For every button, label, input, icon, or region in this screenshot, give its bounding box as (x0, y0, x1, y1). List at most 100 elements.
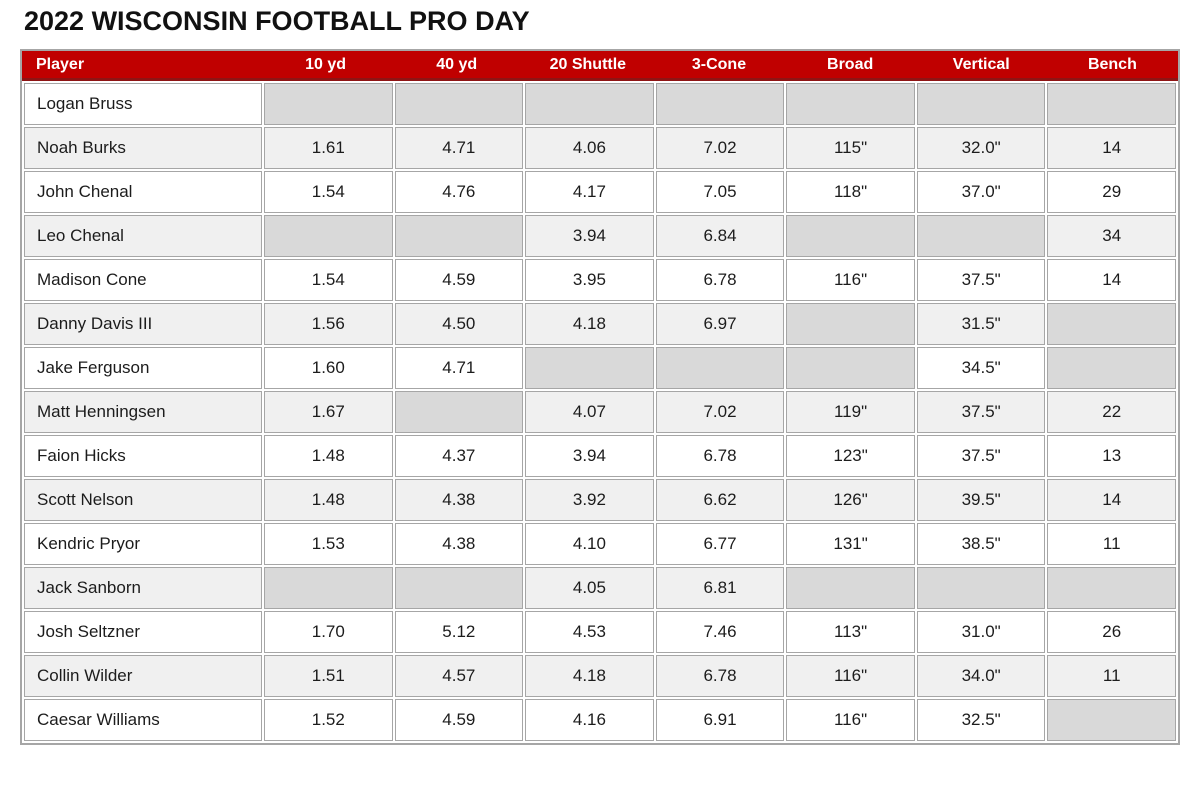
stat-cell-20-shuttle: 4.17 (525, 171, 654, 213)
stat-cell-broad: 126" (786, 479, 915, 521)
player-cell: Josh Seltzner (24, 611, 262, 653)
player-cell: Kendric Pryor (24, 523, 262, 565)
stat-cell-10-yd (264, 215, 393, 257)
player-cell: Leo Chenal (24, 215, 262, 257)
stat-cell-20-shuttle: 3.94 (525, 435, 654, 477)
stat-cell-10-yd: 1.52 (264, 699, 393, 741)
stat-cell-3-cone: 6.78 (655, 435, 785, 477)
stat-cell-40-yd: 4.76 (394, 171, 524, 213)
stat-cell-10-yd: 1.54 (264, 171, 393, 213)
stat-cell-3-cone (655, 347, 785, 389)
stat-cell-20-shuttle: 4.18 (525, 303, 654, 345)
stat-cell-10-yd: 1.51 (264, 655, 393, 697)
stat-cell-broad: 116" (786, 655, 915, 697)
stat-cell-3-cone: 6.78 (655, 655, 785, 697)
stat-cell-bench (1047, 303, 1176, 345)
stat-cell-bench: 14 (1047, 259, 1176, 301)
player-cell: John Chenal (24, 171, 262, 213)
stat-cell-10-yd: 1.67 (264, 391, 393, 433)
header-cell-bench: Bench (1087, 55, 1137, 73)
stat-cell-broad (786, 347, 915, 389)
stat-cell-20-shuttle (525, 347, 654, 389)
stat-cell-20-shuttle: 4.10 (525, 523, 654, 565)
stat-cell-vertical: 37.0" (916, 171, 1046, 213)
stat-cell-10-yd: 1.48 (264, 479, 393, 521)
player-cell: Jake Ferguson (24, 347, 262, 389)
stat-cell-bench: 11 (1047, 523, 1176, 565)
stat-cell-3-cone: 6.84 (655, 215, 785, 257)
player-cell: Danny Davis III (24, 303, 262, 345)
stat-cell-40-yd: 4.59 (394, 259, 524, 301)
stat-cell-bench: 11 (1047, 655, 1176, 697)
header-cell-player: Player (36, 55, 85, 73)
player-cell: Scott Nelson (24, 479, 262, 521)
stat-cell-bench: 29 (1047, 171, 1176, 213)
stat-cell-vertical: 32.0" (916, 127, 1046, 169)
stat-cell-10-yd: 1.56 (264, 303, 393, 345)
stat-cell-40-yd: 4.71 (394, 347, 524, 389)
header-cell-20-shuttle: 20 Shuttle (549, 55, 627, 73)
stat-cell-20-shuttle: 4.06 (525, 127, 654, 169)
stat-cell-40-yd (394, 215, 524, 257)
stat-cell-40-yd (394, 83, 524, 125)
stat-cell-20-shuttle: 4.07 (525, 391, 654, 433)
stat-cell-broad: 119" (786, 391, 915, 433)
page-title: 2022 WISCONSIN FOOTBALL PRO DAY (24, 6, 530, 36)
stat-cell-3-cone: 6.97 (655, 303, 785, 345)
stat-cell-3-cone: 6.78 (655, 259, 785, 301)
player-cell: Faion Hicks (24, 435, 262, 477)
header-cell-10-yd: 10 yd (305, 55, 347, 73)
stat-cell-3-cone: 7.02 (655, 127, 785, 169)
stat-cell-vertical (916, 215, 1046, 257)
stat-cell-20-shuttle: 3.94 (525, 215, 654, 257)
header-cell-40-yd: 40 yd (436, 55, 478, 73)
player-cell: Logan Bruss (24, 83, 262, 125)
stat-cell-40-yd: 4.37 (394, 435, 524, 477)
header-cell-3-cone: 3-Cone (691, 55, 747, 73)
header-cell-broad: Broad (827, 55, 874, 73)
player-cell: Matt Henningsen (24, 391, 262, 433)
player-cell: Madison Cone (24, 259, 262, 301)
stat-cell-broad: 118" (786, 171, 915, 213)
stat-cell-vertical: 38.5" (916, 523, 1046, 565)
stat-cell-vertical: 37.5" (916, 391, 1046, 433)
stat-cell-20-shuttle: 4.18 (525, 655, 654, 697)
stat-cell-40-yd: 4.59 (394, 699, 524, 741)
stat-cell-20-shuttle: 4.16 (525, 699, 654, 741)
stat-cell-20-shuttle: 4.05 (525, 567, 654, 609)
stat-cell-40-yd: 5.12 (394, 611, 524, 653)
stat-cell-vertical: 31.0" (916, 611, 1046, 653)
stat-cell-broad: 113" (786, 611, 915, 653)
stat-cell-broad (786, 567, 915, 609)
table-header-row: Player 10 yd 40 yd 20 Shuttle 3-Cone Broad Ver… (22, 51, 1178, 81)
stat-cell-40-yd: 4.38 (394, 523, 524, 565)
player-cell: Jack Sanborn (24, 567, 262, 609)
stat-cell-10-yd: 1.60 (264, 347, 393, 389)
stat-cell-40-yd: 4.71 (394, 127, 524, 169)
stat-cell-20-shuttle (525, 83, 654, 125)
player-cell: Caesar Williams (24, 699, 262, 741)
stat-cell-vertical: 37.5" (916, 435, 1046, 477)
stat-cell-bench: 22 (1047, 391, 1176, 433)
stat-cell-20-shuttle: 4.53 (525, 611, 654, 653)
stat-cell-vertical: 37.5" (916, 259, 1046, 301)
stat-cell-vertical (916, 567, 1046, 609)
stat-cell-3-cone: 6.91 (655, 699, 785, 741)
stat-cell-bench: 34 (1047, 215, 1176, 257)
stat-cell-broad (786, 215, 915, 257)
stat-cell-broad: 116" (786, 259, 915, 301)
stat-cell-3-cone: 7.46 (655, 611, 785, 653)
header-cell-vertical: Vertical (952, 55, 1010, 73)
stat-cell-vertical: 34.0" (916, 655, 1046, 697)
stat-cell-40-yd (394, 391, 524, 433)
stat-cell-3-cone: 6.77 (655, 523, 785, 565)
stat-cell-10-yd: 1.70 (264, 611, 393, 653)
stat-cell-10-yd: 1.54 (264, 259, 393, 301)
stat-cell-40-yd: 4.50 (394, 303, 524, 345)
stat-cell-broad: 115" (786, 127, 915, 169)
stat-cell-bench (1047, 699, 1176, 741)
stat-cell-3-cone: 7.02 (655, 391, 785, 433)
stat-cell-40-yd (394, 567, 524, 609)
stat-cell-bench: 26 (1047, 611, 1176, 653)
